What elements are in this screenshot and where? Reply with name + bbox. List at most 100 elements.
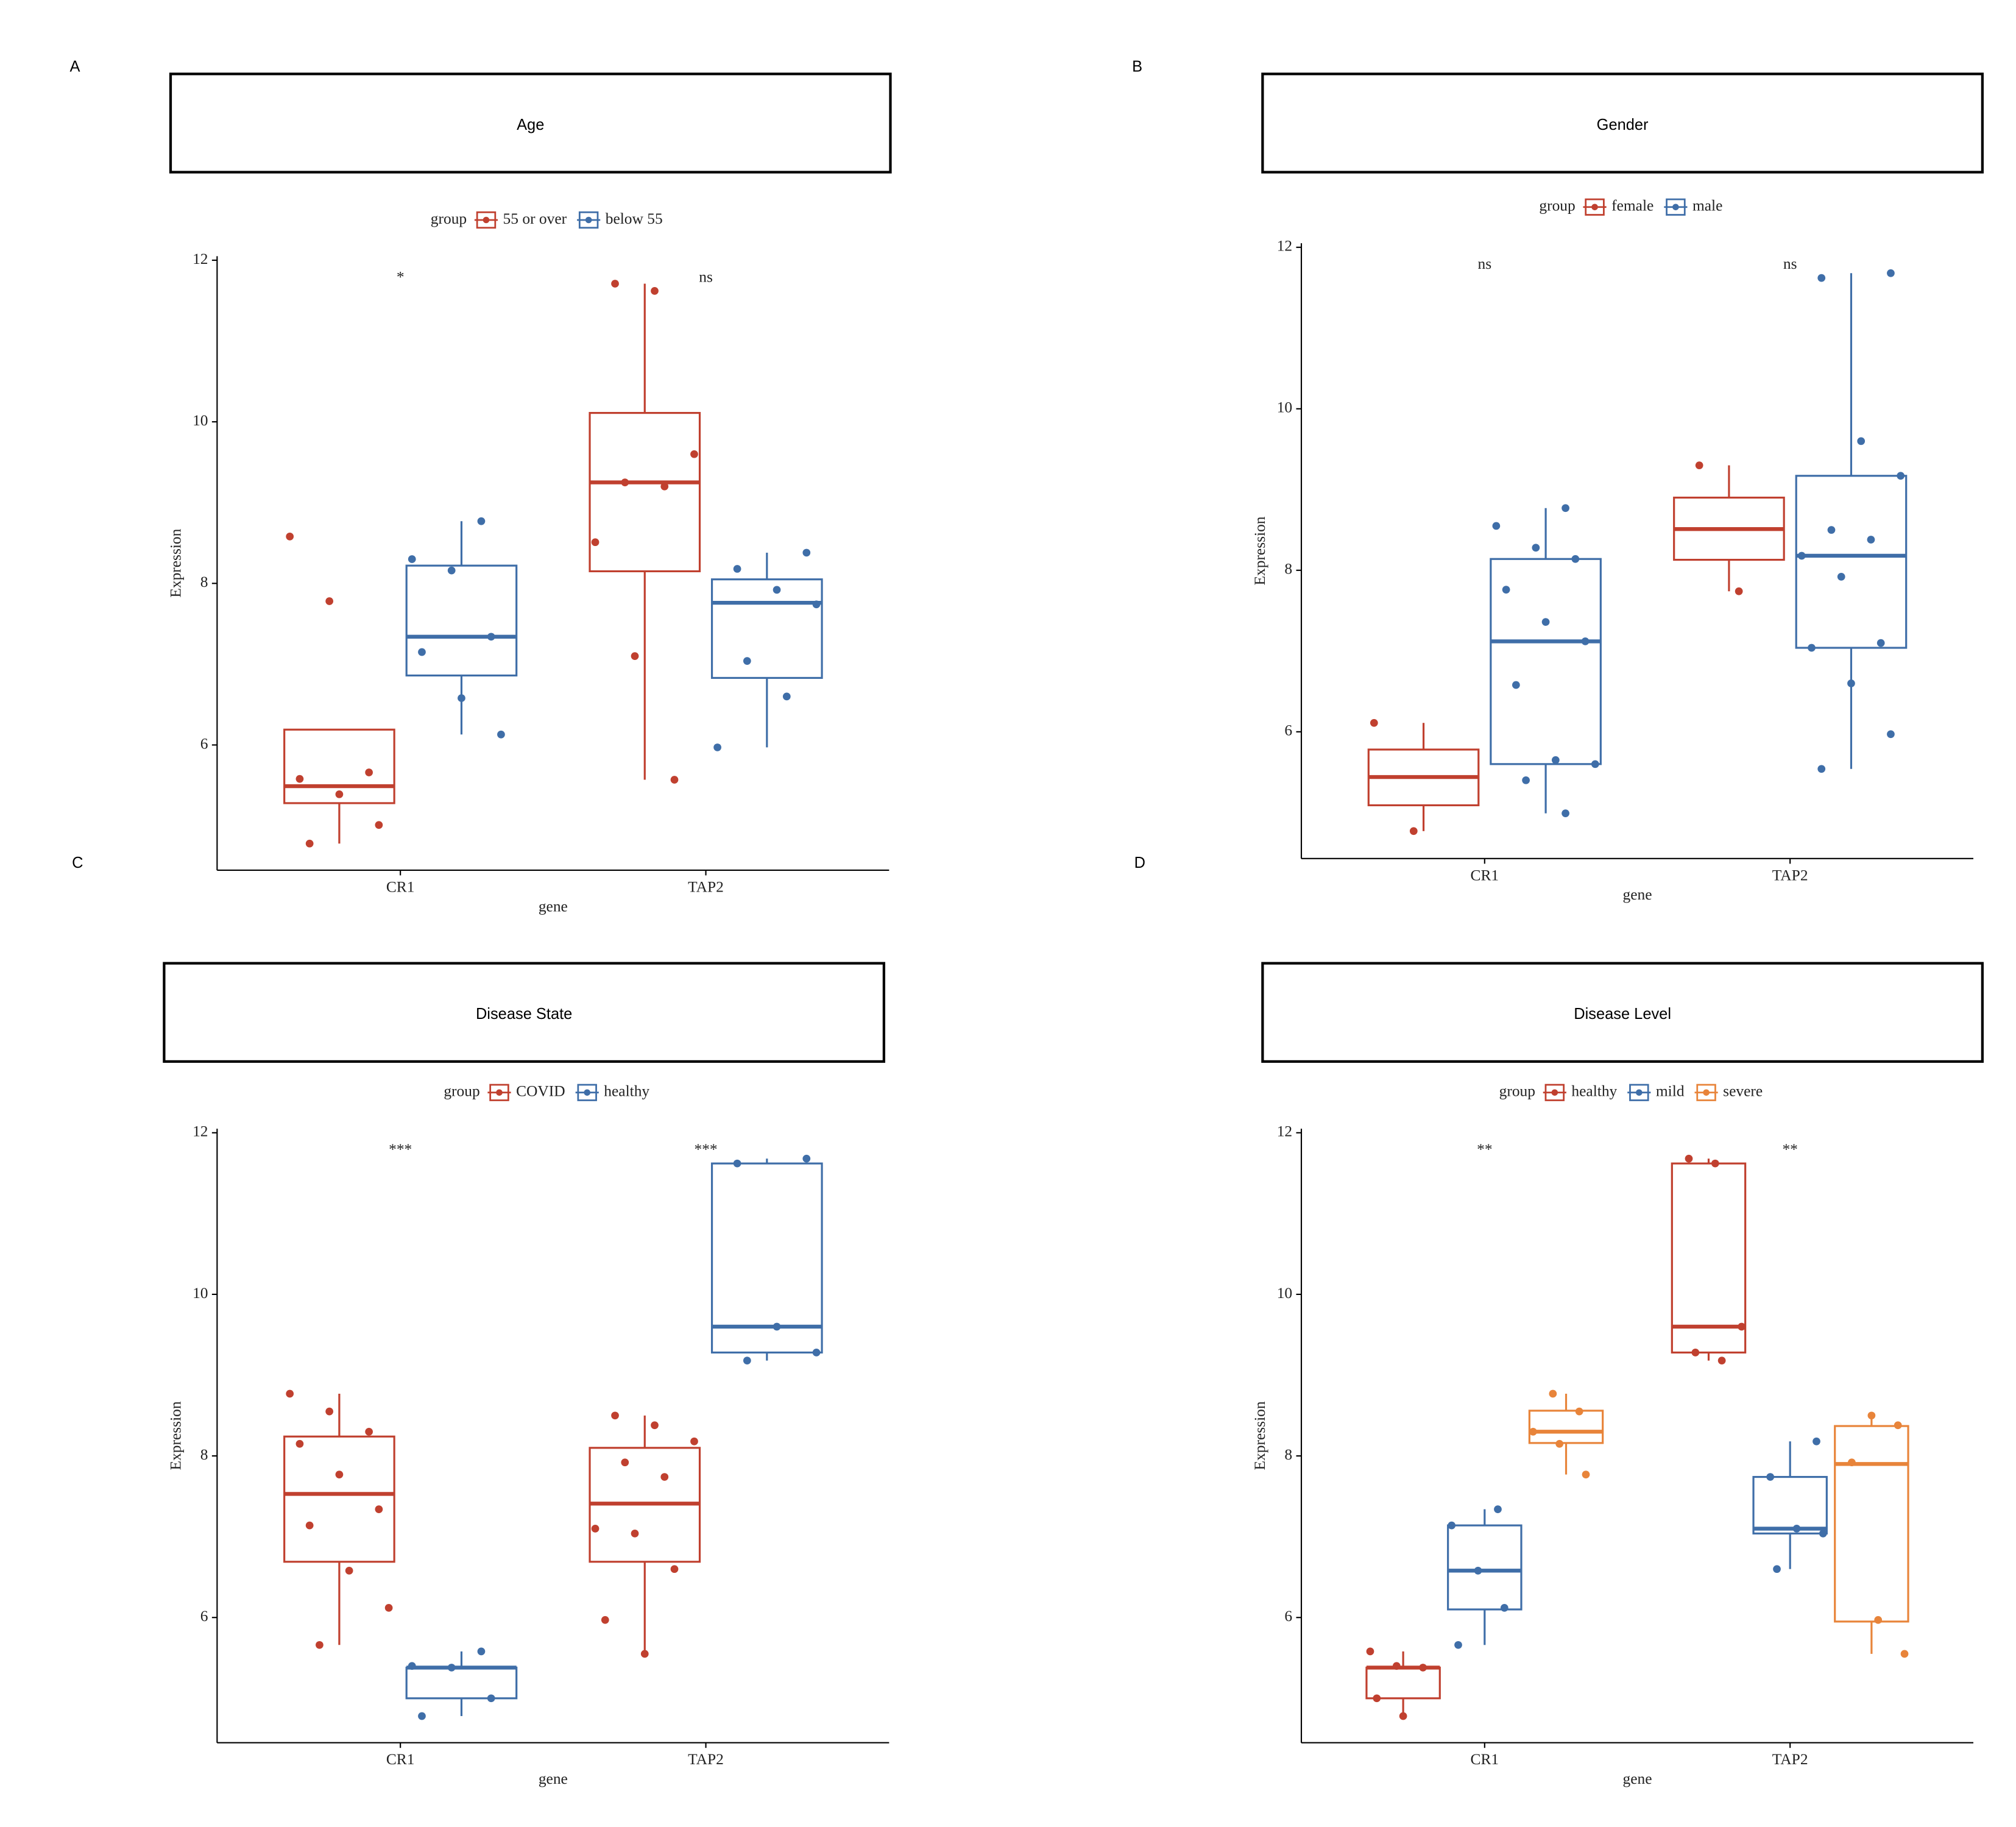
legend-title: group — [444, 1082, 479, 1100]
point — [458, 694, 465, 702]
point — [1571, 555, 1580, 563]
y-tick-label: 8 — [200, 1446, 208, 1463]
annotation: *** — [389, 1140, 412, 1158]
x-axis-label: gene — [539, 897, 568, 915]
point — [1797, 552, 1806, 560]
point — [1813, 1437, 1820, 1446]
box — [405, 1666, 518, 1700]
point — [1773, 1565, 1781, 1573]
point — [1817, 765, 1826, 773]
point — [1837, 573, 1845, 581]
point — [325, 1407, 334, 1416]
point — [591, 1525, 599, 1533]
point — [591, 538, 599, 547]
box — [1795, 475, 1908, 649]
point — [286, 533, 294, 541]
box — [710, 578, 823, 679]
point — [743, 657, 751, 665]
box — [1834, 1425, 1909, 1623]
point — [690, 450, 698, 458]
point — [1867, 1411, 1876, 1420]
y-axis-label: Expression — [166, 1401, 184, 1470]
legend-title: group — [1499, 1082, 1535, 1100]
box — [1490, 558, 1602, 765]
point — [1876, 639, 1885, 647]
point — [497, 730, 505, 739]
point — [1691, 1349, 1700, 1357]
point — [802, 1154, 811, 1163]
point — [1738, 1322, 1745, 1331]
point — [1867, 536, 1875, 544]
point — [1887, 269, 1895, 277]
point — [611, 1411, 619, 1420]
point — [1581, 637, 1590, 645]
y-tick-label: 12 — [1277, 1123, 1292, 1140]
point — [1500, 1603, 1508, 1612]
point — [1874, 1616, 1883, 1624]
point — [1419, 1664, 1427, 1672]
box — [283, 1435, 395, 1563]
point — [1808, 644, 1816, 652]
point — [1474, 1566, 1482, 1575]
panel-label: C — [72, 854, 83, 871]
legend-label: COVID — [516, 1082, 565, 1100]
annotation: ns — [1478, 255, 1492, 272]
point — [1555, 1439, 1564, 1448]
point — [601, 1616, 609, 1624]
point — [812, 600, 821, 609]
chart-title: Age — [517, 116, 544, 133]
point — [1847, 679, 1855, 687]
point — [1494, 1505, 1502, 1513]
point — [733, 565, 741, 573]
point — [1887, 730, 1895, 739]
legend-key-dot — [585, 216, 592, 224]
annotation: ** — [1782, 1140, 1797, 1158]
point — [325, 597, 334, 605]
x-tick-label: TAP2 — [688, 1750, 724, 1768]
point — [1897, 472, 1905, 480]
legend-label: severe — [1723, 1082, 1763, 1100]
annotation: ns — [1783, 255, 1797, 272]
point — [1492, 522, 1501, 530]
point — [286, 1389, 294, 1398]
point — [487, 1694, 495, 1703]
point — [384, 1603, 393, 1612]
point — [1848, 1458, 1856, 1467]
y-tick-label: 6 — [200, 1607, 208, 1625]
point — [1766, 1473, 1775, 1481]
y-tick-label: 6 — [200, 734, 208, 752]
x-tick-label: TAP2 — [688, 878, 724, 895]
point — [1827, 526, 1836, 534]
legend-label: mild — [1656, 1082, 1685, 1100]
y-tick-label: 6 — [1284, 1607, 1292, 1625]
point — [305, 1521, 314, 1530]
legend-title: group — [1539, 197, 1575, 215]
point — [408, 555, 416, 563]
point — [295, 1439, 304, 1448]
point — [1529, 1427, 1537, 1436]
annotation: ** — [1477, 1140, 1492, 1158]
point — [1582, 1470, 1590, 1478]
y-axis-label: Expression — [1251, 1401, 1268, 1470]
chart-title: Gender — [1597, 116, 1649, 133]
point — [1448, 1521, 1456, 1530]
annotation: *** — [694, 1140, 717, 1158]
legend: group COVID healthy — [444, 1082, 649, 1101]
point — [660, 482, 669, 491]
x-tick-label: TAP2 — [1772, 1750, 1808, 1768]
point — [812, 1349, 821, 1357]
point — [1522, 776, 1530, 784]
y-tick-label: 12 — [1277, 237, 1292, 255]
point — [316, 1641, 324, 1649]
x-tick-label: CR1 — [1470, 1750, 1499, 1768]
y-tick-label: 10 — [193, 1284, 208, 1302]
box — [283, 728, 395, 804]
point — [1502, 586, 1510, 594]
y-tick-label: 10 — [193, 411, 208, 429]
point — [690, 1437, 698, 1446]
point — [365, 1427, 373, 1436]
legend-key-dot — [483, 216, 490, 224]
point — [670, 776, 679, 784]
point — [713, 743, 721, 751]
